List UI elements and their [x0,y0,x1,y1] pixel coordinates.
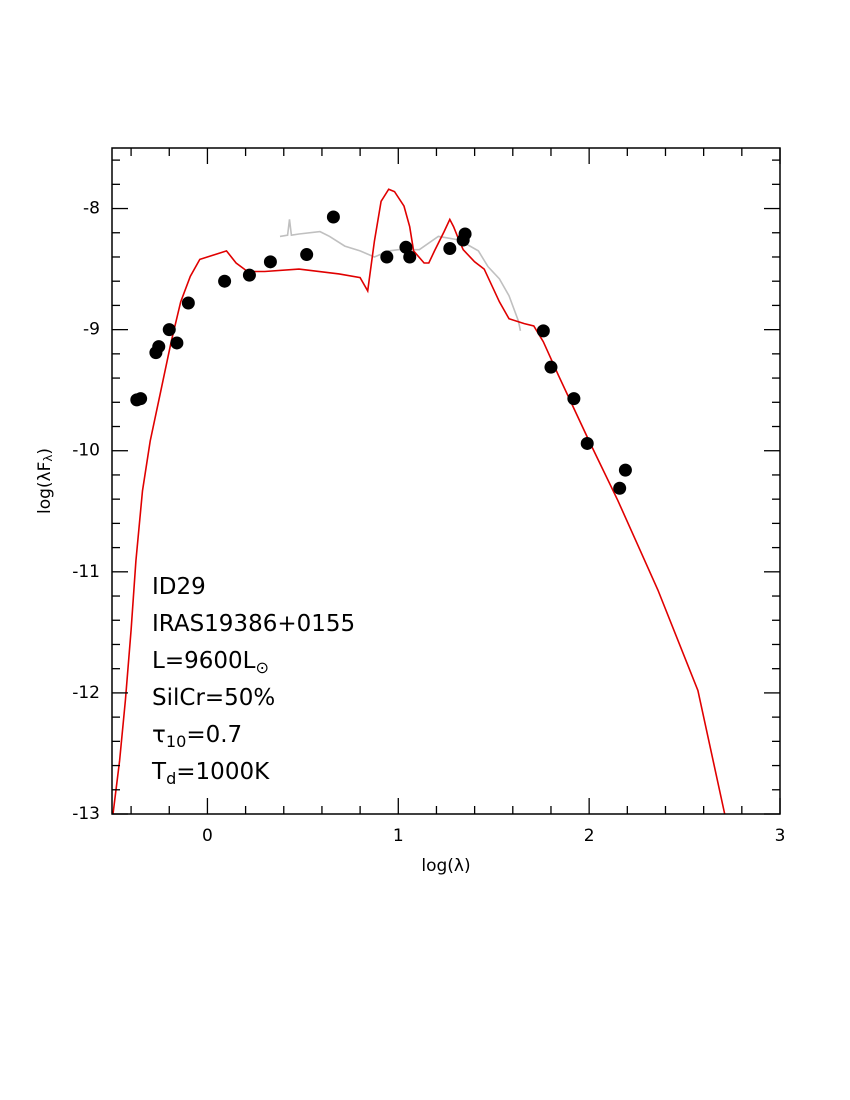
data-point [443,242,457,256]
text-part: ID29 [152,574,206,600]
data-point [544,360,558,374]
annotation: IRAS19386+0155 [152,611,355,637]
data-point [567,392,581,406]
data-point [134,392,148,406]
model-line [112,188,726,815]
text-part: =0.7 [186,722,242,748]
subscript: ⊙ [255,658,269,677]
y-tick-label: -10 [72,441,100,461]
data-point [613,481,627,495]
y-tick-label: -8 [83,199,100,219]
model-line [279,219,522,331]
text-part: SilCr=50% [152,685,275,711]
y-tick-label: -9 [83,320,100,340]
data-point [181,296,195,310]
data-point [326,210,340,224]
x-axis-label: log(λ) [421,856,470,876]
data-point [218,274,232,288]
data-point [618,463,632,477]
plot-frame [111,147,781,815]
data-point [380,250,394,264]
annotation: SilCr=50% [152,685,275,711]
annotation: Td​=1000K [151,759,270,788]
plot-area [112,188,726,815]
text-part: =1000K [176,759,270,785]
text-part: IRAS19386+0155 [152,611,355,637]
data-point [536,324,550,338]
data-point [242,268,256,282]
x-tick-label: 0 [202,826,213,846]
annotation: L=9600L⊙​ [152,648,269,677]
data-point [403,250,417,264]
annotation: ID29 [152,574,206,600]
data-point [580,436,594,450]
text-part: ) [35,448,55,455]
x-tick-label: 3 [775,826,786,846]
x-tick-label: 2 [584,826,595,846]
y-tick-label: -11 [72,562,100,582]
data-point [263,255,277,269]
text-part: log(λ) [421,856,470,876]
subscript: 10 [166,732,186,751]
text-part: T [151,759,167,785]
data-point [170,336,184,350]
data-point [300,248,314,262]
subscript: λ [41,455,55,462]
data-point [152,340,166,354]
subscript: d [166,769,176,788]
data-point [162,323,176,337]
y-tick-label: -12 [72,683,100,703]
data-point [458,227,472,241]
annotation: τ10​=0.7 [152,722,242,751]
y-axis-label: log(λFλ​) [35,448,55,514]
text-part: log(λF [35,462,55,514]
x-tick-label: 1 [393,826,404,846]
text-part: τ [152,722,166,748]
y-tick-label: -13 [72,804,100,824]
text-part: L=9600L [152,648,256,674]
